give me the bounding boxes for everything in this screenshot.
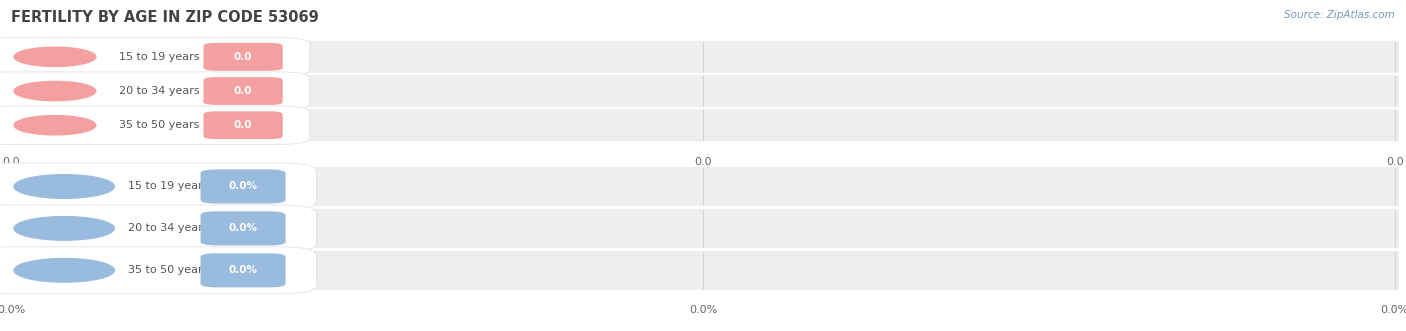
Text: 20 to 34 years: 20 to 34 years [128,223,208,233]
Circle shape [14,116,96,135]
Text: 0.0%: 0.0% [1381,305,1406,314]
Text: 35 to 50 years: 35 to 50 years [128,265,208,275]
FancyBboxPatch shape [0,72,309,110]
Text: 0.0%: 0.0% [229,265,257,275]
FancyBboxPatch shape [7,167,1399,206]
Text: 0.0: 0.0 [233,120,252,130]
Text: 0.0%: 0.0% [229,181,257,191]
Circle shape [14,81,96,101]
Text: 0.0: 0.0 [695,157,711,167]
FancyBboxPatch shape [7,41,1399,73]
FancyBboxPatch shape [7,251,1399,290]
FancyBboxPatch shape [7,209,1399,248]
Text: 20 to 34 years: 20 to 34 years [118,86,200,96]
FancyBboxPatch shape [7,109,1399,141]
Text: 15 to 19 years: 15 to 19 years [128,181,208,191]
FancyBboxPatch shape [0,247,316,294]
FancyBboxPatch shape [201,253,285,287]
FancyBboxPatch shape [201,169,285,204]
FancyBboxPatch shape [0,106,309,144]
Circle shape [14,47,96,67]
FancyBboxPatch shape [204,43,283,71]
Text: FERTILITY BY AGE IN ZIP CODE 53069: FERTILITY BY AGE IN ZIP CODE 53069 [11,10,319,25]
FancyBboxPatch shape [201,212,285,245]
Text: 0.0%: 0.0% [229,223,257,233]
Circle shape [14,216,114,240]
FancyBboxPatch shape [204,111,283,139]
Text: 15 to 19 years: 15 to 19 years [118,52,200,62]
FancyBboxPatch shape [0,38,309,76]
Text: 0.0: 0.0 [233,52,252,62]
Text: 0.0: 0.0 [3,157,20,167]
Text: Source: ZipAtlas.com: Source: ZipAtlas.com [1284,10,1395,20]
Text: 0.0: 0.0 [1386,157,1403,167]
Circle shape [14,175,114,198]
FancyBboxPatch shape [204,77,283,105]
Text: 0.0%: 0.0% [689,305,717,314]
Text: 0.0%: 0.0% [0,305,25,314]
Text: 35 to 50 years: 35 to 50 years [118,120,200,130]
Text: 0.0: 0.0 [233,86,252,96]
FancyBboxPatch shape [0,205,316,252]
FancyBboxPatch shape [0,163,316,210]
Circle shape [14,259,114,282]
FancyBboxPatch shape [7,75,1399,107]
